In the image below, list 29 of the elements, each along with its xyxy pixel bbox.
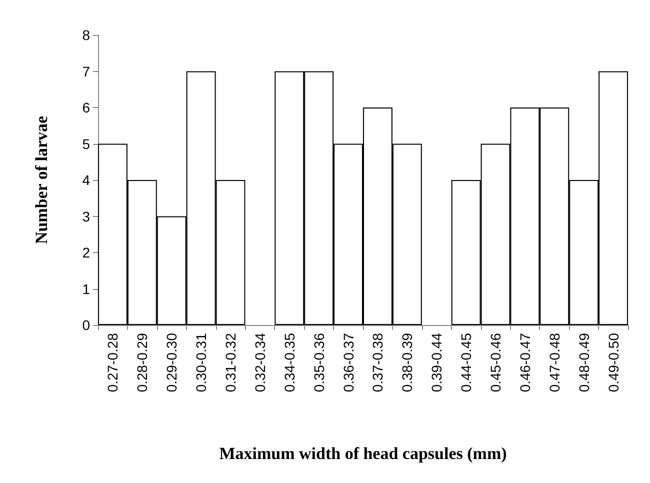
x-tick-label: 0.36-0.37 <box>340 332 356 392</box>
x-tick-label: 0.27-0.28 <box>104 332 121 392</box>
x-tick-label: 0.48-0.49 <box>576 332 592 392</box>
y-tick-label: 5 <box>82 136 90 152</box>
x-tick-label: 0.30-0.31 <box>193 332 210 392</box>
x-tick-label: 0.34-0.35 <box>281 332 298 392</box>
x-tick-label: 0.45-0.46 <box>488 332 504 392</box>
y-tick-label: 8 <box>82 27 90 43</box>
y-tick-label: 0 <box>82 317 90 333</box>
x-tick-label: 0.46-0.47 <box>516 332 533 392</box>
x-tick-label: 0.28-0.29 <box>134 332 150 392</box>
y-tick-label: 6 <box>82 100 90 116</box>
x-tick-label: 0.31-0.32 <box>222 332 238 392</box>
x-tick-label: 0.49-0.50 <box>605 332 622 392</box>
y-tick-label: 7 <box>82 63 90 80</box>
x-tick-label: 0.29-0.30 <box>164 332 180 392</box>
y-tick-label: 4 <box>82 172 90 188</box>
x-tick-label: 0.35-0.36 <box>310 332 327 392</box>
y-tick-label: 3 <box>82 208 90 224</box>
x-axis-title: Maximum width of head capsules (mm) <box>219 444 507 463</box>
x-tick-label: 0.39-0.44 <box>428 332 445 392</box>
x-tick-label: 0.47-0.48 <box>546 332 562 392</box>
y-tick-label: 2 <box>82 244 90 260</box>
y-axis-title: Number of larvae <box>32 115 51 244</box>
x-tick-label: 0.38-0.39 <box>399 332 416 392</box>
x-tick-label: 0.37-0.38 <box>370 332 386 392</box>
x-tick-label: 0.44-0.45 <box>458 332 474 392</box>
y-tick-label: 1 <box>82 280 90 297</box>
x-tick-label: 0.32-0.34 <box>252 332 268 392</box>
